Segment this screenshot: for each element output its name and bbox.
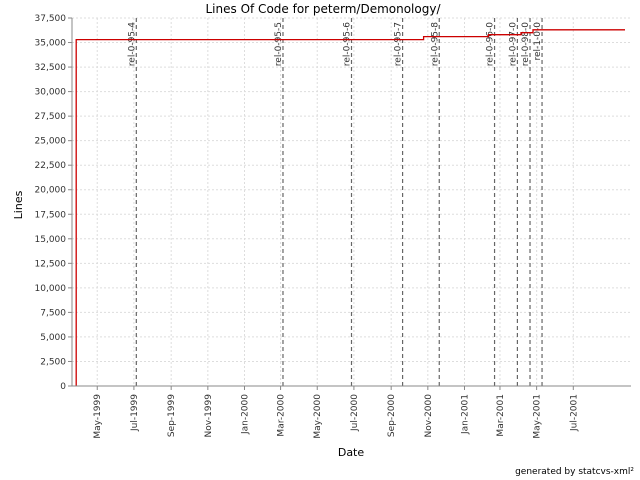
x-tick-label: Nov-1999 bbox=[204, 394, 214, 438]
y-tick-label: 15,000 bbox=[35, 235, 67, 245]
release-marker-label: rel-0-95-5 bbox=[274, 22, 284, 66]
axes bbox=[71, 18, 631, 387]
y-tick-label: 37,500 bbox=[35, 14, 67, 24]
x-tick-label: Mar-2001 bbox=[496, 394, 506, 437]
release-marker-label: rel-0-97-0 bbox=[508, 22, 518, 66]
y-axis-ticks: 0 2,500 5,000 7,500 10,000 12,500 15,000 17,500… bbox=[35, 14, 72, 392]
release-marker-label: rel-0-96-0 bbox=[486, 22, 496, 66]
release-marker-label: rel-0-95-4 bbox=[127, 22, 137, 66]
x-tick-label: May-2000 bbox=[313, 394, 323, 439]
release-marker-label: rel-0-95-6 bbox=[343, 22, 353, 66]
x-tick-label: May-1999 bbox=[93, 394, 103, 439]
release-markers: rel-0-95-4 rel-0-95-5 rel-0-95-6 rel-0-95-7… bbox=[127, 18, 543, 386]
x-tick-label: May-2001 bbox=[533, 394, 543, 439]
x-tick-label: Jan-2001 bbox=[461, 394, 471, 435]
x-tick-label: Sep-1999 bbox=[167, 394, 177, 437]
y-tick-label: 20,000 bbox=[35, 186, 67, 196]
y-tick-label: 2,500 bbox=[40, 357, 66, 367]
x-tick-label: Sep-2000 bbox=[387, 394, 397, 437]
x-tick-label: Jan-2000 bbox=[241, 394, 251, 435]
x-tick-label: Jul-2001 bbox=[569, 394, 579, 432]
y-axis-label: Lines bbox=[12, 190, 25, 219]
series-line bbox=[75, 29, 625, 386]
y-tick-label: 17,500 bbox=[35, 210, 67, 220]
release-marker-label: rel-0-98-0 bbox=[521, 22, 531, 66]
chart-title: Lines Of Code for peterm/Demonology/ bbox=[206, 2, 442, 16]
y-tick-label: 5,000 bbox=[40, 333, 66, 343]
grid bbox=[72, 17, 631, 387]
y-tick-label: 10,000 bbox=[35, 284, 67, 294]
x-tick-label: Jul-1999 bbox=[130, 394, 140, 432]
y-tick-label: 30,000 bbox=[35, 88, 67, 98]
x-axis-label: Date bbox=[338, 446, 365, 459]
release-marker-label: rel-1-0-0 bbox=[533, 22, 543, 61]
release-marker-label: rel-0-95-7 bbox=[394, 22, 404, 66]
y-tick-label: 12,500 bbox=[35, 259, 67, 269]
y-tick-label: 35,000 bbox=[35, 39, 67, 49]
y-tick-label: 0 bbox=[60, 382, 66, 392]
footer-credit: generated by statcvs-xml² bbox=[515, 467, 634, 477]
y-tick-label: 32,500 bbox=[35, 63, 67, 73]
x-axis-ticks: May-1999 Jul-1999 Sep-1999 Nov-1999 Jan-2000… bbox=[93, 386, 579, 439]
x-tick-label: Nov-2000 bbox=[424, 394, 434, 438]
y-tick-label: 27,500 bbox=[35, 112, 67, 122]
y-tick-label: 7,500 bbox=[40, 308, 66, 318]
y-tick-label: 22,500 bbox=[35, 161, 67, 171]
release-marker-label: rel-0-95-8 bbox=[430, 22, 440, 66]
x-tick-label: Mar-2000 bbox=[277, 394, 287, 437]
y-tick-label: 25,000 bbox=[35, 137, 67, 147]
series-group bbox=[75, 29, 625, 386]
x-tick-label: Jul-2000 bbox=[350, 394, 360, 432]
